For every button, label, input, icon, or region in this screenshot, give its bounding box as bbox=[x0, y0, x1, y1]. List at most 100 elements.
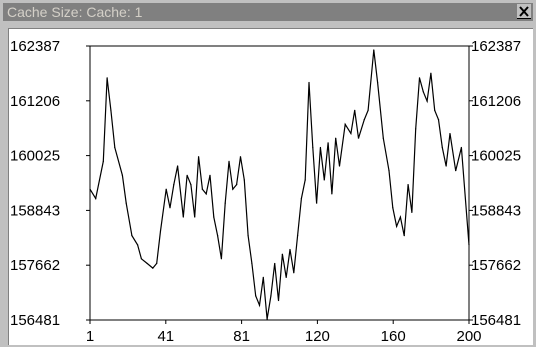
data-point bbox=[363, 119, 365, 121]
data-point bbox=[373, 49, 375, 51]
data-point bbox=[232, 188, 234, 190]
data-point bbox=[224, 202, 226, 204]
y-tick-label-left: 160025 bbox=[10, 148, 60, 165]
data-point bbox=[159, 230, 162, 232]
data-point bbox=[411, 211, 413, 214]
data-point bbox=[319, 146, 322, 149]
data-point bbox=[114, 146, 116, 149]
x-tick-label: 81 bbox=[233, 328, 250, 345]
y-tick-label-left: 161206 bbox=[10, 93, 60, 110]
data-point bbox=[304, 179, 306, 181]
data-point bbox=[121, 174, 123, 176]
data-point bbox=[169, 207, 171, 209]
chart-area: 162387 161206 160025 158843 157662 156481 162… bbox=[8, 28, 533, 345]
data-point bbox=[335, 137, 337, 139]
data-point bbox=[396, 225, 398, 227]
x-axis: 1 41 81 120 160 200 bbox=[86, 320, 482, 345]
x-tick-label: 160 bbox=[381, 328, 406, 345]
data-point bbox=[186, 174, 188, 176]
data-point bbox=[392, 207, 394, 209]
data-point bbox=[445, 165, 447, 167]
data-point bbox=[177, 165, 179, 167]
data-point bbox=[156, 262, 158, 265]
data-point bbox=[110, 109, 112, 111]
data-point bbox=[102, 160, 104, 162]
line-chart: 162387 161206 160025 158843 157662 156481 162… bbox=[10, 38, 521, 345]
data-point bbox=[367, 109, 369, 111]
data-point bbox=[407, 183, 409, 186]
data-point bbox=[277, 299, 280, 302]
close-icon bbox=[517, 4, 531, 19]
data-point bbox=[194, 216, 196, 218]
data-point bbox=[220, 258, 223, 260]
data-point bbox=[418, 77, 421, 79]
data-point bbox=[338, 165, 341, 167]
data-point bbox=[209, 174, 211, 176]
data-point bbox=[228, 160, 230, 162]
data-point bbox=[441, 146, 443, 149]
y-tick-label-right: 161206 bbox=[471, 93, 521, 110]
data-point bbox=[293, 272, 295, 274]
data-point bbox=[430, 72, 432, 74]
data-point bbox=[274, 262, 276, 265]
x-tick-label: 200 bbox=[456, 328, 481, 345]
data-point bbox=[376, 81, 379, 84]
data-point bbox=[106, 77, 108, 79]
data-point bbox=[131, 235, 133, 237]
data-point bbox=[137, 244, 139, 246]
y-tick-label-left: 162387 bbox=[10, 38, 60, 55]
x-tick-label: 120 bbox=[305, 328, 330, 345]
data-point bbox=[426, 100, 428, 102]
y-tick-label-left: 158843 bbox=[10, 202, 60, 219]
y-axis-left: 162387 161206 160025 158843 157662 156481 bbox=[10, 38, 90, 329]
close-button[interactable] bbox=[517, 4, 531, 19]
data-point bbox=[152, 267, 154, 269]
data-point bbox=[146, 262, 148, 265]
data-point bbox=[95, 197, 97, 200]
data-point bbox=[140, 258, 143, 260]
data-point bbox=[312, 146, 314, 149]
data-point bbox=[449, 132, 451, 135]
data-point bbox=[182, 216, 184, 218]
data-point bbox=[331, 193, 333, 195]
data-point bbox=[262, 276, 264, 278]
data-point bbox=[217, 235, 219, 237]
y-axis-right: 162387 161206 160025 158843 157662 156481 bbox=[469, 38, 521, 329]
series-line bbox=[89, 49, 470, 320]
x-tick-label: 41 bbox=[157, 328, 174, 345]
data-point bbox=[165, 188, 167, 190]
data-point bbox=[415, 128, 417, 130]
data-point bbox=[243, 179, 245, 181]
data-point bbox=[308, 81, 310, 84]
data-point bbox=[437, 119, 440, 121]
data-point bbox=[296, 235, 299, 237]
data-point bbox=[236, 183, 238, 186]
data-point bbox=[266, 318, 268, 320]
y-tick-label-right: 157662 bbox=[471, 257, 521, 274]
data-point bbox=[89, 188, 91, 190]
data-point bbox=[455, 170, 457, 172]
y-tick-label-left: 156481 bbox=[10, 312, 60, 329]
data-point bbox=[434, 109, 436, 111]
data-point bbox=[316, 202, 318, 204]
window-title: Cache Size: Cache: 1 bbox=[7, 4, 143, 20]
data-point bbox=[173, 183, 175, 186]
data-point bbox=[239, 156, 242, 158]
data-point bbox=[213, 216, 215, 218]
data-point bbox=[125, 202, 127, 204]
data-point bbox=[255, 295, 257, 297]
data-point bbox=[388, 170, 390, 172]
data-point bbox=[270, 295, 272, 297]
data-point bbox=[382, 137, 384, 139]
data-point bbox=[247, 235, 249, 237]
data-point bbox=[350, 132, 352, 135]
data-point bbox=[399, 216, 402, 218]
data-point bbox=[323, 179, 325, 181]
data-point bbox=[281, 253, 283, 255]
data-point bbox=[258, 304, 261, 306]
data-point bbox=[460, 146, 462, 149]
data-point bbox=[300, 197, 303, 200]
y-tick-label-right: 160025 bbox=[471, 148, 521, 165]
title-bar[interactable]: Cache Size: Cache: 1 bbox=[3, 3, 533, 21]
